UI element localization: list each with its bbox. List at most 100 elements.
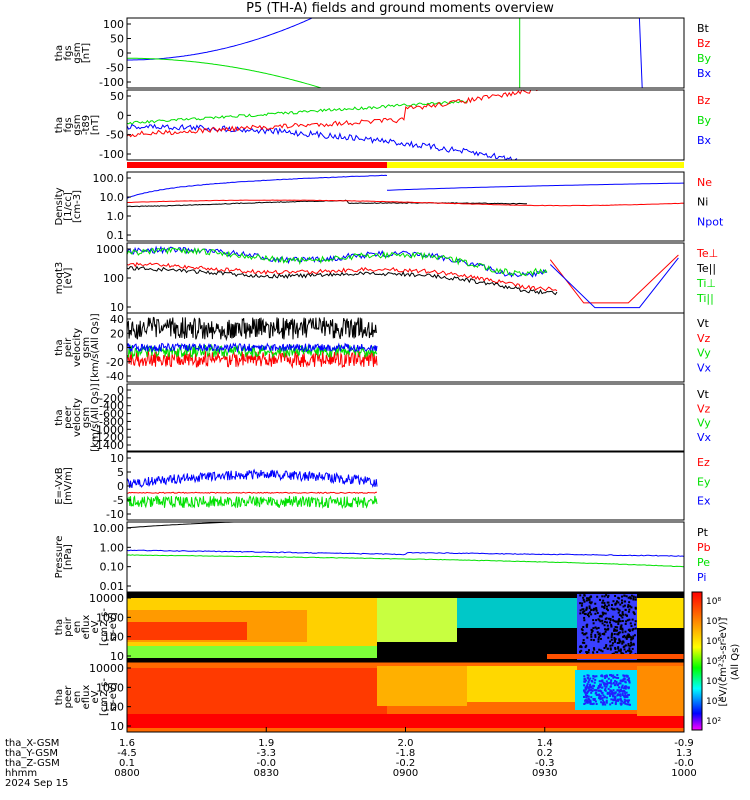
y-axis-label: peir <box>63 337 74 357</box>
colorbar-tick: 10⁵ <box>706 657 721 667</box>
x-tick-label: 1.9 <box>258 738 274 749</box>
y-axis-label: [km/s(All Qs)] <box>90 383 101 451</box>
y-tick-label: 100.0 <box>93 172 125 185</box>
y-axis-label: [1/cc] <box>63 192 74 221</box>
y-axis-label: peer <box>63 405 74 429</box>
legend-entry: Te|| <box>696 262 716 275</box>
y-tick-label: 20 <box>110 327 124 340</box>
legend-entry: Vx <box>697 431 712 444</box>
y-tick-label: 1.00 <box>100 541 125 554</box>
legend-entry: Vy <box>697 347 711 360</box>
y-axis-label: [km/s(All Qs)] <box>90 313 101 381</box>
y-tick-label: 10 <box>110 650 124 663</box>
y-tick-label: -100 <box>99 148 124 161</box>
x-tick-label: 0.2 <box>537 748 553 759</box>
y-tick-label: 0 <box>117 384 124 397</box>
x-tick-label: -4.5 <box>117 748 137 759</box>
legend-entry: Bx <box>697 67 712 80</box>
spectrogram <box>127 592 684 662</box>
panel-frame <box>126 383 685 452</box>
legend-entry: Pb <box>697 541 711 554</box>
x-row-label: tha_X-GSM <box>5 738 59 749</box>
series-bx <box>127 123 518 160</box>
series-npot-2 <box>387 182 684 191</box>
colorbar-tick: 10³ <box>706 697 721 707</box>
y-axis-label: moqt3 <box>54 262 65 295</box>
x-tick-label: 0800 <box>114 768 139 779</box>
y-tick-label: 5 <box>117 466 124 479</box>
series-pe <box>127 554 684 568</box>
y-tick-label: -50 <box>106 129 124 142</box>
series-ti-perp-2 <box>549 257 679 309</box>
x-tick-label: 1000 <box>671 768 696 779</box>
y-axis-label: tha <box>54 117 65 133</box>
y-axis-label: peir <box>63 616 74 636</box>
y-axis-label: [nT] <box>90 115 101 135</box>
x-row-label: 2024 Sep 15 <box>5 778 68 789</box>
legend-entry: Bt <box>697 22 710 35</box>
series-te-para <box>127 265 558 296</box>
y-axis-label: fgs <box>63 45 74 60</box>
legend-entry: Vy <box>697 417 711 430</box>
y-axis-label: [mV/m] <box>63 467 74 505</box>
y-axis-label: [cm2-s- <box>99 608 110 646</box>
mode-bar-red <box>127 162 387 168</box>
y-tick-label: 0 <box>117 480 124 493</box>
legend-entry: By <box>697 114 712 127</box>
y-axis-label: tha <box>54 339 65 355</box>
y-axis-label: eflux <box>81 685 92 710</box>
legend-entry: Vx <box>697 361 712 374</box>
x-tick-label: 1.3 <box>676 748 692 759</box>
y-tick-label: 1000 <box>96 243 124 256</box>
x-tick-label: -0.3 <box>535 758 555 769</box>
x-tick-label: 1.6 <box>119 738 135 749</box>
legend-entry: Ni <box>697 196 708 209</box>
y-axis-label: en <box>72 691 83 704</box>
x-tick-label: -3.3 <box>256 748 276 759</box>
y-tick-label: -5 <box>113 494 124 507</box>
y-axis-label: fgs <box>63 117 74 132</box>
y-tick-label: 10 <box>110 301 124 314</box>
y-axis-label: velocity <box>72 328 83 367</box>
legend-entry: Bx <box>697 134 712 147</box>
y-tick-label: 0 <box>117 109 124 122</box>
x-tick-label: -0.2 <box>396 758 416 769</box>
legend-entry: Bz <box>697 37 711 50</box>
y-axis-label: [nPa] <box>63 544 74 570</box>
y-tick-label: 100 <box>103 631 124 644</box>
y-axis-label: eV <box>90 690 101 703</box>
series-vz <box>127 349 378 369</box>
y-tick-label: 0 <box>117 47 124 60</box>
x-tick-label: -0.9 <box>674 738 694 749</box>
y-tick-label: -1000 <box>92 423 124 436</box>
y-axis-label: tha <box>54 689 65 705</box>
series-by <box>127 100 468 126</box>
colorbar-tick: 10⁷ <box>706 617 721 627</box>
y-tick-label: 40 <box>110 313 124 326</box>
y-tick-label: -20 <box>106 356 124 369</box>
colorbar-label-2: (All Qs) <box>730 644 741 681</box>
y-tick-label: 0.10 <box>100 561 125 574</box>
series-bz <box>127 90 547 138</box>
series-bx-2 <box>638 18 643 88</box>
y-axis-label: -t89 <box>81 115 92 135</box>
y-tick-label: -100 <box>99 76 124 89</box>
y-tick-label: 10.0 <box>100 191 125 204</box>
y-tick-label: 10000 <box>89 592 124 605</box>
legend-entry: Vt <box>697 388 710 401</box>
series-ti-para <box>127 246 548 277</box>
series-te-perp <box>127 261 558 292</box>
y-axis-label: sr-eV] <box>108 682 119 711</box>
legend-entry: Vz <box>697 402 711 415</box>
series-ey <box>127 494 378 510</box>
y-tick-label: 0.1 <box>107 229 125 242</box>
colorbar-tick: 10² <box>706 717 721 727</box>
x-row-label: tha_Z-GSM <box>5 758 60 769</box>
mode-bar-yellow <box>387 162 684 168</box>
x-tick-label: -1.8 <box>396 748 416 759</box>
legend-entry: Ey <box>697 475 711 488</box>
x-tick-label: 2.0 <box>398 738 414 749</box>
y-tick-label: -400 <box>99 400 124 413</box>
y-tick-label: -50 <box>106 62 124 75</box>
